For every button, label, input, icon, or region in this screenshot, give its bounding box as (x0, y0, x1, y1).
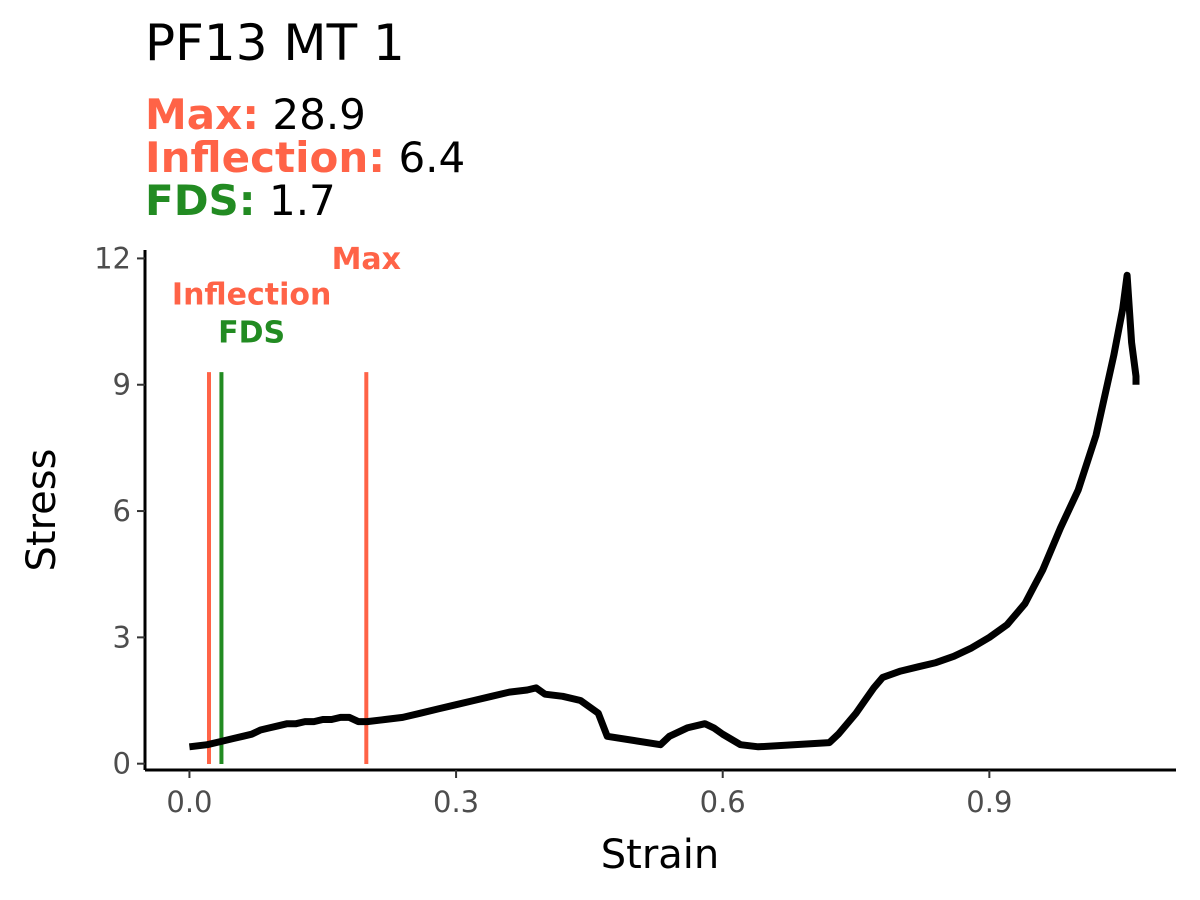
y-tick-label: 0 (113, 747, 131, 781)
stat-inflection-value: 6.4 (398, 133, 466, 182)
y-axis-title: Stress (19, 449, 65, 572)
y-tick-label: 9 (113, 368, 131, 402)
stat-max-label: Max: (145, 90, 260, 139)
label-fds: FDS (218, 316, 285, 351)
series-layer (188, 271, 1140, 751)
stat-inflection: Inflection: 6.4 (145, 137, 465, 179)
label-max: Max (332, 242, 401, 277)
series-line-0 (188, 271, 1140, 751)
axis-ticks: 0.0 0.3 0.6 0.9 0 3 6 9 12 (94, 241, 1012, 819)
label-inflection: Inflection (172, 278, 331, 313)
x-axis-title: Strain (601, 832, 720, 878)
stat-max-value: 28.9 (272, 90, 366, 139)
y-tick-label: 12 (94, 241, 131, 275)
stat-fds: FDS: 1.7 (145, 180, 336, 222)
stat-fds-value: 1.7 (268, 176, 336, 225)
x-tick-label: 0.9 (966, 785, 1012, 819)
x-tick-label: 0.6 (700, 785, 746, 819)
y-tick-label: 3 (113, 620, 131, 654)
page-title: PF13 MT 1 (145, 14, 405, 72)
x-tick-label: 0.3 (433, 785, 479, 819)
marker-lines (206, 372, 369, 764)
stat-max: Max: 28.9 (145, 94, 366, 136)
x-tick-label: 0.0 (166, 785, 212, 819)
y-tick-label: 6 (113, 494, 131, 528)
stat-inflection-label: Inflection: (145, 133, 386, 182)
stat-fds-label: FDS: (145, 176, 256, 225)
